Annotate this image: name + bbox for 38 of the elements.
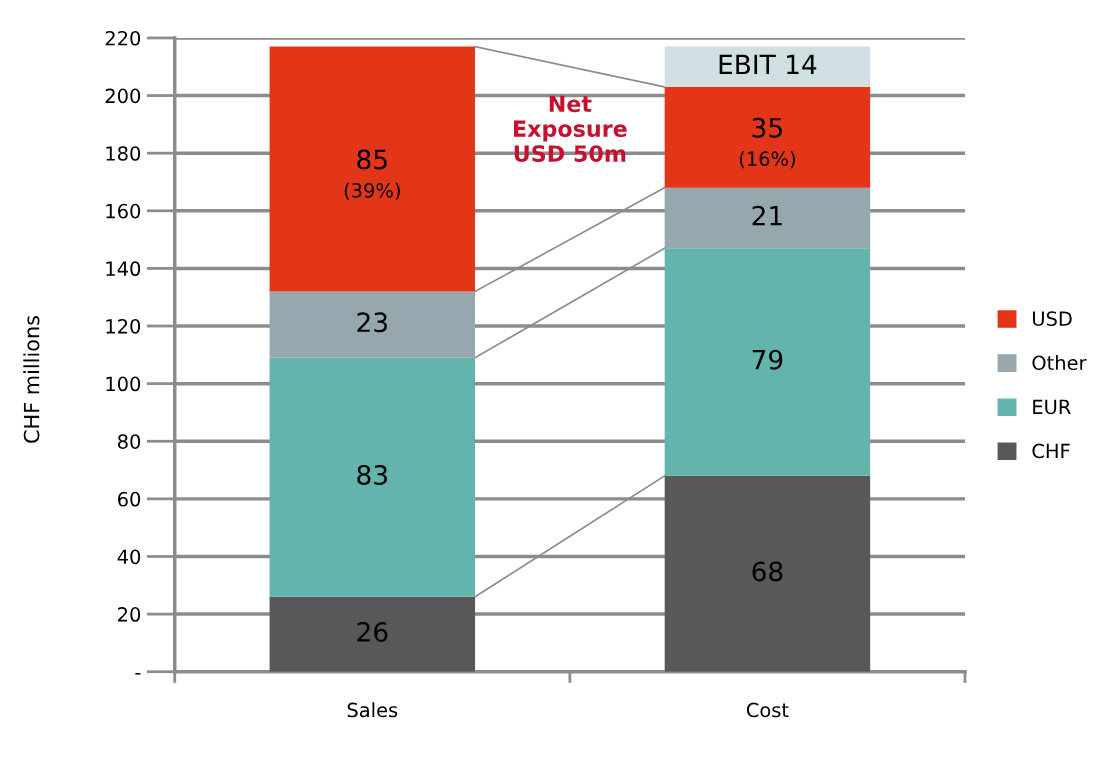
x-tick-label: Cost [746, 702, 789, 718]
legend-label: USD [1033, 311, 1072, 327]
annotation: Net Exposure USD 50m [514, 95, 627, 162]
y-tick-label: 200 [105, 88, 141, 104]
legend-label: CHF [1032, 443, 1070, 459]
y-tick-label: - [135, 673, 141, 675]
y-tick-label: 120 [106, 318, 141, 334]
data-label: 68 [752, 561, 783, 582]
data-label: 26 [357, 621, 388, 642]
x-tick-label: Sales [347, 702, 398, 718]
y-tick-label: 180 [106, 146, 141, 161]
bar [269, 596, 476, 672]
bar [664, 248, 871, 476]
y-tick-label: 100 [106, 376, 141, 392]
y-tick-label: 20 [118, 607, 141, 622]
bar [664, 475, 871, 672]
bar [664, 86, 871, 188]
data-label: 85 (39%) [344, 149, 400, 200]
y-tick-label: 220 [105, 30, 141, 46]
y-tick-label: 60 [118, 491, 141, 507]
y-tick-label: 140 [106, 261, 141, 277]
y-tick-label: 40 [117, 549, 141, 565]
data-label: 83 [357, 464, 387, 485]
legend-label: EUR [1033, 399, 1071, 415]
legend-label: Other [1032, 355, 1087, 371]
y-tick-label: 80 [117, 434, 141, 449]
bar [664, 187, 871, 249]
bar [269, 46, 476, 292]
data-label: EBIT 14 [719, 54, 817, 75]
data-label: 79 [752, 349, 783, 370]
data-label: 23 [357, 312, 387, 333]
y-axis-title: CHF millions [23, 315, 40, 443]
data-label: 35 (16%) [739, 117, 795, 169]
y-tick-label: 160 [106, 203, 141, 219]
bar [269, 357, 476, 597]
bar [664, 46, 871, 87]
data-label: 21 [752, 205, 782, 226]
bar [269, 291, 476, 358]
